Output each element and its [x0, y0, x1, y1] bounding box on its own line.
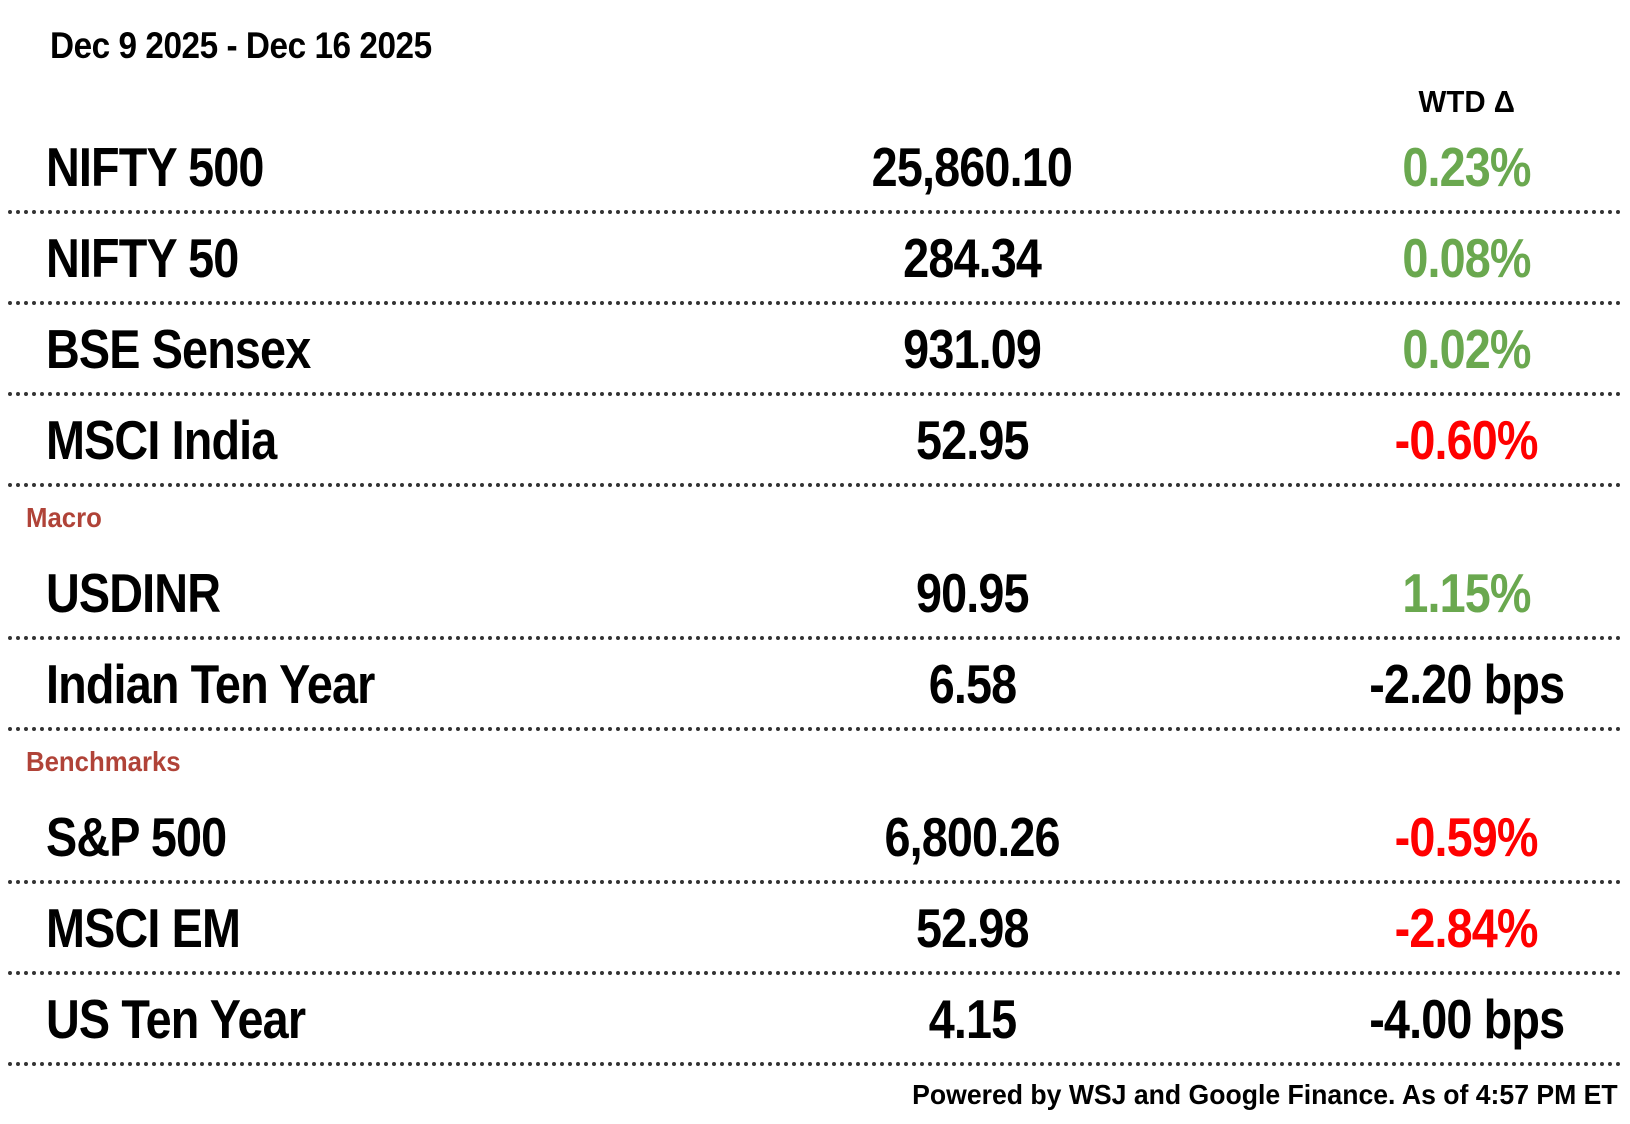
macro-group: USDINR 90.95 1.15% Indian Ten Year 6.58 … — [0, 549, 1630, 731]
table-row-bse-sensex: BSE Sensex 931.09 0.02% — [8, 305, 1622, 396]
instrument-change: -2.84% — [1394, 896, 1539, 959]
table-row-nifty-500: NIFTY 500 25,860.10 0.23% — [8, 123, 1622, 214]
instrument-value: 25,860.10 — [871, 135, 1073, 198]
section-header-macro: Macro — [26, 502, 102, 533]
instrument-value: 6.58 — [928, 652, 1016, 715]
table-row-msci-em: MSCI EM 52.98 -2.84% — [8, 884, 1622, 975]
instrument-change: -0.59% — [1394, 805, 1539, 868]
instrument-label: NIFTY 500 — [46, 135, 264, 198]
instrument-label: BSE Sensex — [46, 317, 311, 380]
instrument-value: 6,800.26 — [884, 805, 1061, 868]
table-row-msci-india: MSCI India 52.95 -0.60% — [8, 396, 1622, 487]
section-header-benchmarks: Benchmarks — [26, 746, 181, 777]
date-range-title: Dec 9 2025 - Dec 16 2025 — [50, 25, 432, 66]
wtd-delta-column-header: WTD Δ — [1418, 83, 1515, 119]
attribution-footer: Powered by WSJ and Google Finance. As of… — [912, 1079, 1618, 1110]
indices-group: NIFTY 500 25,860.10 0.23% NIFTY 50 284.3… — [0, 123, 1630, 487]
instrument-label: MSCI India — [46, 408, 277, 471]
instrument-change: 0.02% — [1402, 317, 1531, 380]
instrument-value: 52.95 — [915, 408, 1030, 471]
instrument-label: USDINR — [46, 561, 221, 624]
instrument-value: 90.95 — [915, 561, 1030, 624]
instrument-label: US Ten Year — [46, 987, 306, 1050]
instrument-change: 1.15% — [1402, 561, 1531, 624]
instrument-value: 284.34 — [903, 226, 1042, 289]
instrument-change: 0.08% — [1402, 226, 1531, 289]
column-header-row: WTD Δ — [8, 66, 1622, 123]
instrument-change: 0.23% — [1402, 135, 1531, 198]
instrument-label: NIFTY 50 — [46, 226, 239, 289]
table-row-indian-ten-year: Indian Ten Year 6.58 -2.20 bps — [8, 640, 1622, 731]
table-row-usdinr: USDINR 90.95 1.15% — [8, 549, 1622, 640]
table-row-us-ten-year: US Ten Year 4.15 -4.00 bps — [8, 975, 1622, 1066]
instrument-change: -0.60% — [1394, 408, 1539, 471]
table-row-nifty-50: NIFTY 50 284.34 0.08% — [8, 214, 1622, 305]
instrument-value: 4.15 — [928, 987, 1016, 1050]
instrument-change: -4.00 bps — [1368, 987, 1565, 1050]
instrument-label: Indian Ten Year — [46, 652, 375, 715]
instrument-label: S&P 500 — [46, 805, 227, 868]
instrument-change: -2.20 bps — [1368, 652, 1565, 715]
instrument-label: MSCI EM — [46, 896, 241, 959]
instrument-value: 931.09 — [903, 317, 1042, 380]
table-row-sp-500: S&P 500 6,800.26 -0.59% — [8, 793, 1622, 884]
instrument-value: 52.98 — [915, 896, 1030, 959]
benchmarks-group: S&P 500 6,800.26 -0.59% MSCI EM 52.98 -2… — [0, 793, 1630, 1066]
